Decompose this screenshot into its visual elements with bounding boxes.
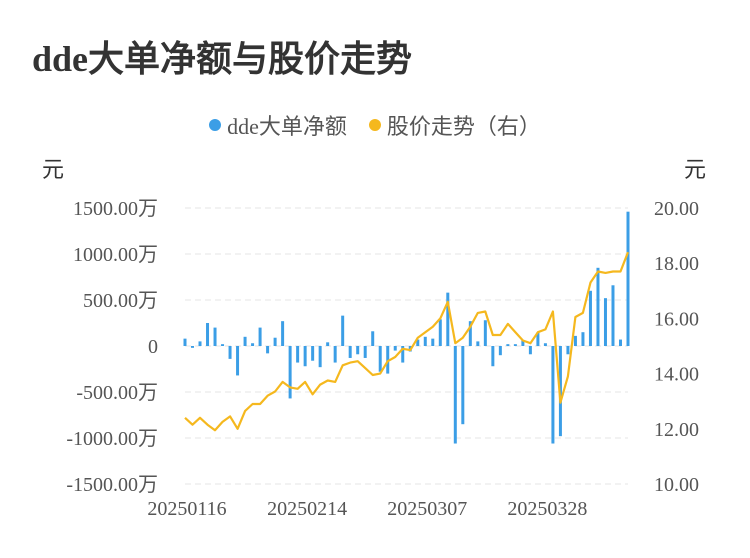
legend-label-dde: dde大单净额 — [227, 114, 347, 139]
legend-item-price[interactable]: 股价走势（右） — [368, 109, 541, 141]
dde-bar — [423, 336, 427, 346]
left-axis-unit: 元 — [42, 157, 64, 182]
dde-bar — [618, 339, 622, 346]
left-tick-label: -1000.00万 — [66, 428, 158, 450]
dde-bar — [266, 346, 270, 354]
dde-bar — [348, 346, 352, 358]
dde-bar — [581, 332, 585, 346]
dde-bar — [438, 319, 442, 346]
dde-bar — [243, 336, 247, 346]
dde-bar — [483, 320, 487, 346]
dde-bar — [386, 346, 390, 374]
dde-bar — [506, 344, 510, 346]
dde-bar — [446, 292, 450, 346]
price-line — [184, 251, 630, 432]
dde-bar — [468, 321, 472, 346]
dde-bar — [288, 346, 292, 399]
dde-bar — [356, 346, 360, 355]
right-axis-unit: 元 — [684, 157, 706, 182]
left-axis: 1500.00万 1000.00万 500.00万 0 -500.00万 -1000.00… — [66, 198, 158, 496]
price-line-series — [184, 251, 630, 432]
dde-bar — [206, 323, 210, 346]
x-tick-label: 20250116 — [147, 498, 226, 520]
legend-dot-price — [368, 119, 381, 131]
right-tick-label: 18.00 — [654, 253, 699, 275]
left-tick-label: 0 — [148, 336, 158, 358]
dde-bar — [573, 335, 577, 346]
chart-title: dde大单净额与股价走势 — [32, 39, 413, 79]
dde-bar — [318, 346, 322, 368]
left-tick-label: 1500.00万 — [73, 198, 158, 220]
dde-bar — [273, 337, 277, 346]
legend-dot-dde — [209, 119, 222, 131]
dde-bar — [588, 290, 592, 346]
dde-bar — [221, 344, 225, 346]
dde-bar — [528, 346, 532, 355]
x-tick-label: 20250214 — [267, 498, 347, 520]
dde-bar — [596, 267, 600, 346]
left-tick-label: -1500.00万 — [66, 474, 158, 496]
dde-bar — [498, 346, 502, 356]
dde-bar — [341, 315, 345, 346]
dde-bar — [296, 346, 300, 363]
dde-bar — [213, 327, 217, 346]
dde-bar — [461, 346, 465, 425]
dde-bar — [401, 346, 405, 363]
left-tick-label: 1000.00万 — [73, 244, 158, 266]
grid-lines — [185, 207, 628, 485]
legend: dde大单净额 股价走势（右） — [0, 108, 750, 142]
dde-bar — [603, 298, 607, 346]
dde-bar — [491, 346, 495, 367]
x-tick-label: 20250307 — [387, 498, 467, 520]
dde-bar — [543, 343, 547, 346]
dde-bar — [521, 340, 525, 346]
dde-bar — [281, 321, 285, 346]
dde-bar — [303, 346, 307, 367]
dde-bar — [258, 327, 262, 346]
dde-bar — [228, 346, 232, 359]
right-axis: 20.00 18.00 16.00 14.00 12.00 10.00 — [654, 198, 699, 496]
dde-bar — [513, 344, 517, 346]
dde-bar — [311, 346, 315, 361]
dde-bar — [551, 346, 555, 444]
dde-bar — [363, 346, 367, 358]
dde-bar — [416, 339, 420, 346]
x-tick-label: 20250328 — [507, 498, 587, 520]
legend-label-price: 股价走势（右） — [386, 114, 541, 139]
dde-bar — [326, 342, 330, 346]
legend-item-dde[interactable]: dde大单净额 — [209, 109, 347, 141]
dde-bar — [566, 346, 570, 355]
right-tick-label: 20.00 — [654, 198, 699, 220]
dde-bar-series — [183, 211, 630, 444]
x-axis: 20250116 20250214 20250307 20250328 — [147, 498, 587, 520]
dde-bar — [198, 341, 202, 346]
dde-bar — [611, 285, 615, 346]
dde-bar — [183, 338, 187, 346]
right-tick-label: 14.00 — [654, 364, 699, 386]
right-tick-label: 10.00 — [654, 474, 699, 496]
right-tick-label: 16.00 — [654, 308, 699, 330]
left-tick-label: -500.00万 — [76, 382, 158, 404]
dde-bar — [251, 343, 255, 346]
dde-bar — [371, 331, 375, 346]
dde-bar — [236, 346, 240, 376]
dde-bar — [476, 341, 480, 346]
dde-bar — [191, 346, 195, 348]
dde-bar — [536, 332, 540, 346]
left-tick-label: 500.00万 — [83, 290, 158, 312]
dde-bar — [378, 346, 382, 372]
dde-bar — [393, 346, 397, 351]
dde-bar — [333, 346, 337, 363]
right-tick-label: 12.00 — [654, 419, 699, 441]
dde-bar — [431, 338, 435, 346]
dde-bar — [453, 346, 457, 444]
dde-bar — [626, 211, 630, 346]
